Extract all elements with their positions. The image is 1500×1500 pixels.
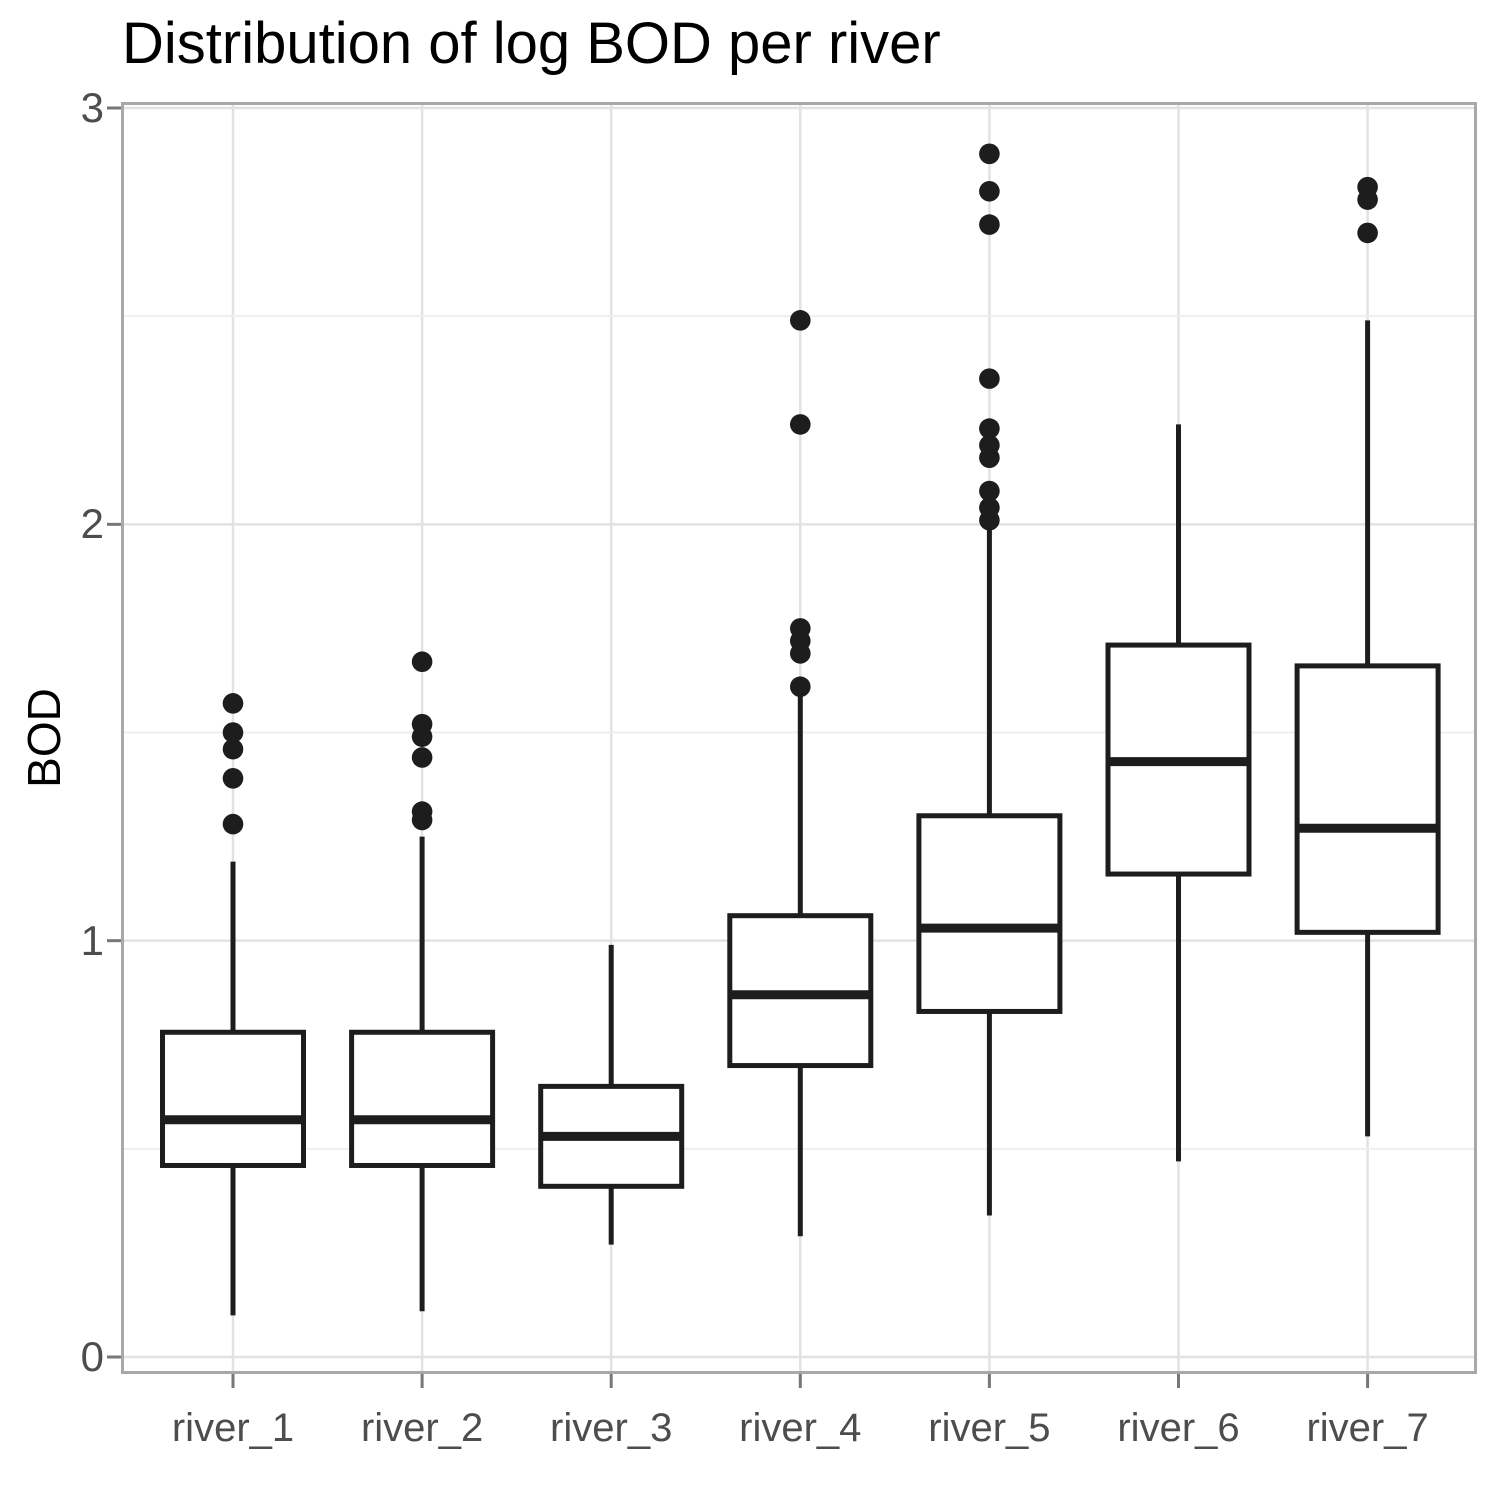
- x-tick-label-river_2: river_2: [360, 1406, 484, 1450]
- outlier-point-river_7: [1357, 222, 1378, 244]
- outlier-point-river_7: [1357, 176, 1378, 198]
- outlier-point-river_5: [979, 368, 1000, 389]
- y-tick-label-3: 3: [80, 84, 104, 131]
- outlier-point-river_1: [222, 813, 244, 835]
- outlier-point-river_5: [979, 143, 1000, 165]
- boxplot-box-river_7: [1294, 663, 1441, 935]
- outlier-point-river_4: [790, 310, 811, 331]
- y-tick-label-1: 1: [80, 916, 104, 964]
- boxplot-box-river_1: [160, 1029, 306, 1168]
- outlier-point-river_1: [222, 768, 244, 789]
- outlier-point-river_5: [979, 497, 1000, 518]
- panel-border: [121, 102, 1477, 1374]
- outlier-point-river_2: [411, 747, 433, 768]
- x-tick-label-river_5: river_5: [928, 1406, 1051, 1450]
- x-tick-label-river_4: river_4: [739, 1406, 862, 1450]
- x-tick-label-river_1: river_1: [171, 1406, 295, 1450]
- x-tick-label-river_6: river_6: [1117, 1406, 1240, 1450]
- outlier-point-river_5: [979, 180, 1000, 202]
- x-tick-label-river_7: river_7: [1306, 1406, 1429, 1450]
- y-tick-label-0: 0: [80, 1333, 104, 1380]
- outlier-point-river_1: [222, 693, 244, 714]
- outlier-point-river_4: [790, 618, 811, 639]
- outlier-point-river_4: [790, 414, 811, 435]
- y-tick-label-2: 2: [80, 500, 104, 548]
- outlier-point-river_5: [979, 434, 1000, 456]
- outlier-point-river_4: [790, 676, 811, 698]
- outlier-point-river_5: [979, 418, 1000, 439]
- outlier-point-river_2: [411, 651, 433, 673]
- y-axis-title: BOD: [18, 688, 70, 788]
- outlier-point-river_5: [979, 214, 1000, 235]
- outlier-point-river_2: [411, 713, 433, 735]
- outlier-point-river_5: [979, 480, 1000, 502]
- outlier-point-river_1: [222, 738, 244, 760]
- boxplot-box-river_2: [349, 1029, 496, 1168]
- outlier-point-river_1: [222, 722, 244, 743]
- plot-title: Distribution of log BOD per river: [122, 11, 941, 76]
- outlier-point-river_2: [411, 801, 433, 822]
- x-tick-label-river_3: river_3: [550, 1406, 673, 1450]
- boxplot-box-river_5: [916, 813, 1063, 1014]
